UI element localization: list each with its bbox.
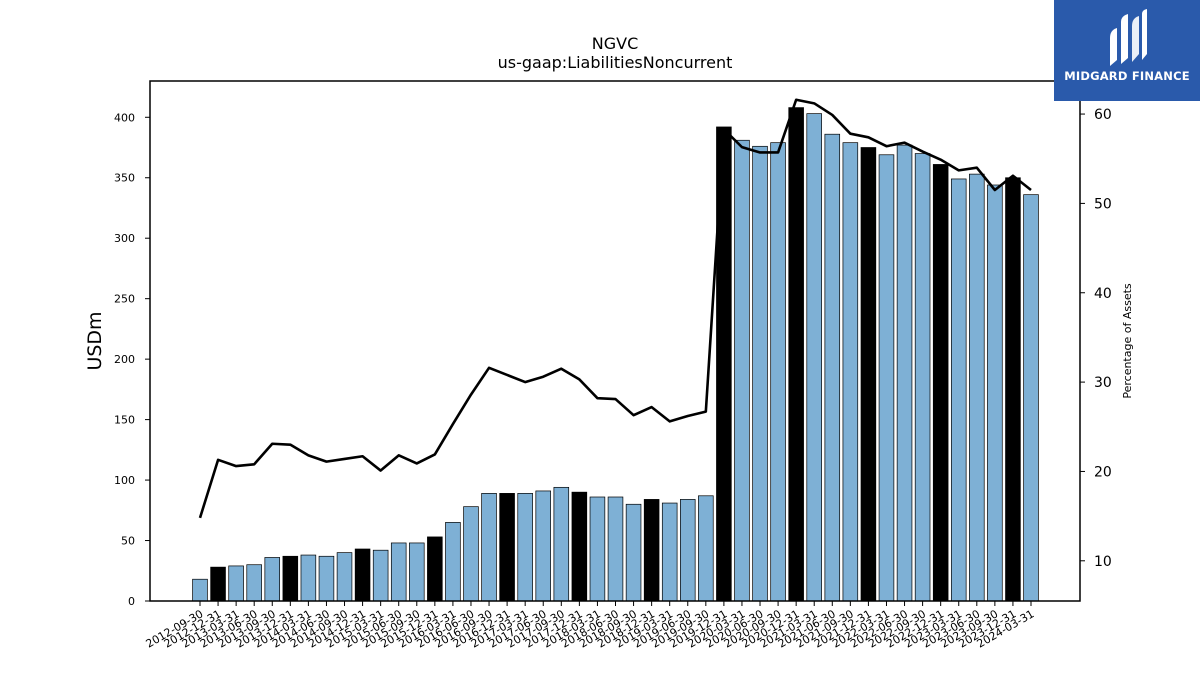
y2-tick-label: 20 [1094,464,1112,480]
y-tick-label: 100 [114,474,135,487]
y2-tick-label: 50 [1094,196,1112,212]
bar-2024-03-31 [1023,194,1039,602]
bar-2019-06-30 [679,499,696,602]
bars-layer [192,107,1039,602]
y2-tick-label: 60 [1094,107,1112,123]
bar-2022-12-31 [932,164,949,602]
bar-2015-03-31 [372,549,389,602]
y-tick-label: 150 [114,414,135,427]
midgard-logo-icon [1110,9,1147,66]
bar-2012-12-31 [210,566,226,602]
bar-2018-12-31 [643,499,660,602]
bar-2021-06-30 [824,133,841,602]
chart-title: NGVC [592,34,638,53]
bar-2020-03-31 [734,139,750,602]
bar-2023-03-31 [950,178,967,602]
y2-axis-label: Percentage of Assets [1121,283,1134,399]
bar-2012-09-30 [192,578,208,602]
bar-2014-03-31 [300,554,317,602]
bar-2013-12-31 [282,555,299,602]
y-tick-label: 50 [121,535,135,548]
bar-2015-12-31 [427,536,443,602]
y-tick-label: 250 [114,293,135,306]
pct-assets-line [198,98,1032,519]
bar-2021-09-30 [842,142,859,602]
bar-2015-06-30 [390,542,407,602]
y-tick-label: 0 [128,595,135,608]
y-axis-label: USDm [84,311,106,370]
bar-2018-06-30 [607,496,624,602]
bar-2022-09-30 [914,153,931,602]
y-tick-label: 300 [114,232,135,245]
bar-2017-06-30 [535,490,551,602]
chart-subtitle: us-gaap:LiabilitiesNoncurrent [498,53,733,72]
bar-2014-09-30 [336,552,353,602]
bar-2022-06-30 [896,144,913,602]
bar-2023-12-31 [1005,177,1021,602]
bar-2020-09-30 [770,142,786,602]
bar-2016-09-30 [481,493,497,602]
bar-2018-03-31 [589,496,606,602]
bar-2019-03-31 [661,502,678,602]
y2-tick-label: 30 [1094,375,1112,391]
bar-2017-03-31 [517,493,533,602]
bar-2017-12-31 [571,491,588,602]
y2-tick-label: 40 [1094,286,1112,302]
bar-2015-09-30 [409,542,425,602]
logo-text: MIDGARD FINANCE [1064,69,1190,83]
bar-2016-12-31 [499,493,515,602]
y-axis-right: 10 20 30 40 50 60 [1080,107,1112,570]
x-axis: 2012-09-302012-12-312013-03-312013-06-30… [144,601,1037,651]
bar-2016-06-30 [463,506,479,602]
bar-2023-09-30 [987,184,1003,602]
y-tick-label: 350 [114,172,135,185]
y2-tick-label: 10 [1094,554,1112,570]
line-layer [198,98,1032,519]
bar-2020-06-30 [752,145,768,602]
bar-2021-12-31 [860,147,877,602]
bar-2016-03-31 [445,522,461,602]
brand-logo: MIDGARD FINANCE [1054,0,1200,101]
bar-2017-09-30 [553,486,570,602]
bar-2013-03-31 [228,565,244,602]
bar-2014-06-30 [318,555,335,602]
bar-2021-03-31 [806,113,822,602]
bar-2013-06-30 [246,564,262,602]
bar-2019-09-30 [698,495,714,602]
bar-2013-09-30 [264,557,281,602]
y-tick-label: 200 [114,353,135,366]
y-tick-label: 400 [114,111,135,124]
bar-2022-03-31 [878,154,895,602]
bar-2018-09-30 [625,503,642,602]
bar-2014-12-31 [354,548,371,602]
bar-2020-12-31 [788,107,804,602]
bar-2023-06-30 [969,173,985,602]
y-axis-left: 0 50 100 150 200 250 300 350 400 [114,111,150,608]
